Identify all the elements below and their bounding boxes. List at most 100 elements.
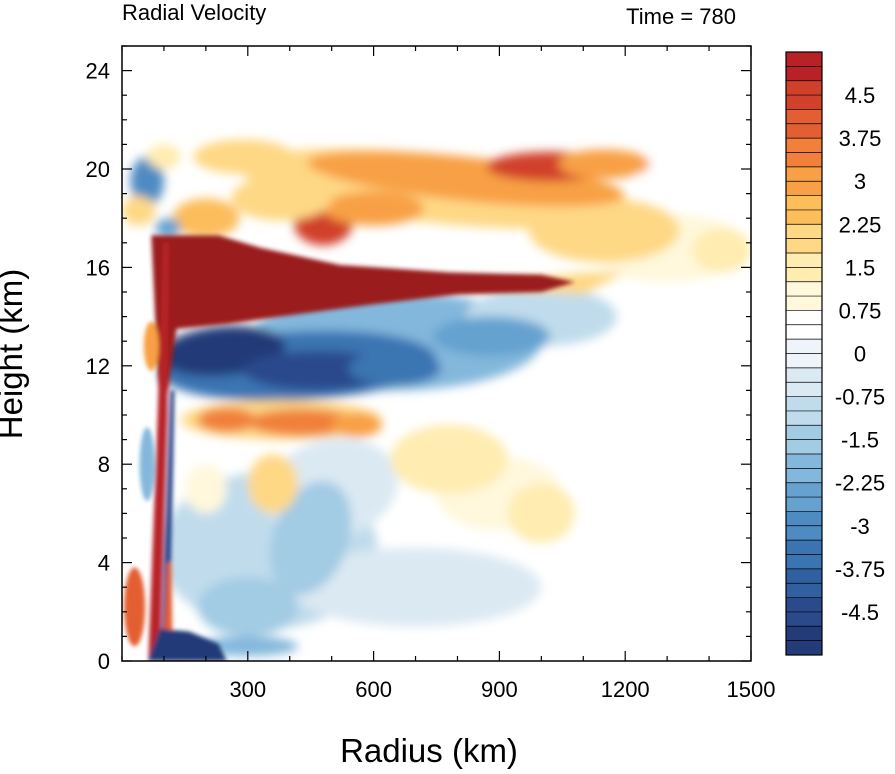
colorbar xyxy=(785,51,823,656)
velocity-blob-38 xyxy=(184,464,227,514)
velocity-blob-31 xyxy=(348,351,441,386)
y-tick-label: 4 xyxy=(98,551,110,576)
colorbar-band xyxy=(786,224,822,239)
colorbar-band xyxy=(786,95,822,110)
velocity-region-42 xyxy=(160,390,175,661)
colorbar-labels: 4.5 3.75 3 2.25 1.5 0.75 0 -0.75 -1.5 -2.25 -3 -3.7… xyxy=(835,83,885,625)
velocity-blob-32 xyxy=(432,316,550,356)
colorbar-band xyxy=(786,310,822,326)
velocity-blob-35 xyxy=(197,407,257,433)
colorbar-label: -1.5 xyxy=(841,428,879,453)
y-tick-label: 16 xyxy=(86,255,110,280)
velocity-region-47 xyxy=(147,629,227,661)
colorbar-band xyxy=(786,296,822,311)
colorbar-band xyxy=(786,324,822,340)
colorbar-label: 3.75 xyxy=(839,126,882,151)
colorbar-band xyxy=(786,396,822,412)
colorbar-band xyxy=(786,253,822,268)
colorbar-label: -2.25 xyxy=(835,471,885,496)
velocity-blob-34 xyxy=(247,408,357,436)
colorbar-band xyxy=(786,209,822,225)
velocity-blob-23 xyxy=(172,198,240,238)
colorbar-band xyxy=(786,583,822,598)
colorbar-label: -3.75 xyxy=(835,557,885,582)
colorbar-band xyxy=(786,195,822,211)
velocity-region-39 xyxy=(151,235,575,415)
colorbar-band xyxy=(786,80,822,96)
colorbar-band xyxy=(786,353,822,369)
colorbar-band xyxy=(786,382,822,397)
colorbar-band xyxy=(786,238,822,254)
velocity-blob-45 xyxy=(139,427,155,502)
y-tick-label: 12 xyxy=(86,354,110,379)
velocity-blob-5 xyxy=(390,424,508,494)
velocity-blob-20 xyxy=(323,191,424,226)
x-tick-label: 900 xyxy=(481,677,518,702)
colorbar-band xyxy=(786,439,822,455)
velocity-blob-22 xyxy=(231,176,332,221)
y-tick-label: 0 xyxy=(98,649,110,674)
velocity-region-41 xyxy=(148,242,169,661)
colorbar-band xyxy=(786,267,822,283)
velocity-blob-37 xyxy=(247,454,299,514)
colorbar-band xyxy=(786,339,822,354)
chart-time-label: Time = 780 xyxy=(626,4,736,29)
colorbar-band xyxy=(786,540,822,555)
velocity-blob-7 xyxy=(692,228,751,273)
x-tick-label: 1500 xyxy=(727,677,776,702)
colorbar-label: -3 xyxy=(850,514,870,539)
colorbar-band xyxy=(786,626,822,641)
x-axis-label: Radius (km) xyxy=(340,732,518,769)
velocity-blob-48 xyxy=(197,636,299,657)
y-tick-label: 20 xyxy=(86,157,110,182)
colorbar-band xyxy=(786,181,822,196)
colorbar-band xyxy=(786,482,822,498)
velocity-blob-27 xyxy=(147,144,181,169)
colorbar-band xyxy=(786,568,822,584)
colorbar-band xyxy=(786,497,822,512)
colorbar-frame xyxy=(785,51,823,656)
colorbar-band xyxy=(786,367,822,383)
chart-title: Radial Velocity xyxy=(122,0,266,25)
y-tick-label: 8 xyxy=(98,452,110,477)
velocity-blob-24 xyxy=(130,156,164,206)
y-axis-label: Height (km) xyxy=(0,269,29,440)
colorbar-band xyxy=(786,468,822,484)
colorbar-band xyxy=(786,152,822,168)
velocity-region-43 xyxy=(163,562,173,637)
colorbar-band xyxy=(786,597,822,613)
x-tick-label: 300 xyxy=(229,677,266,702)
colorbar-band xyxy=(786,166,822,182)
velocity-blob-14 xyxy=(269,481,352,595)
colorbar-band xyxy=(786,511,822,527)
colorbar-band xyxy=(786,410,822,426)
colorbar-band xyxy=(786,52,822,67)
velocity-blob-46 xyxy=(143,321,159,371)
velocity-blob-16 xyxy=(307,151,625,207)
colorbar-band xyxy=(786,454,822,469)
velocity-blob-21 xyxy=(193,139,294,174)
colorbar-band xyxy=(786,281,822,297)
y-tick-label: 24 xyxy=(86,59,110,84)
colorbar-label: 4.5 xyxy=(845,83,876,108)
colorbar-label: 0 xyxy=(854,342,866,367)
colorbar-band xyxy=(786,640,822,656)
velocity-blob-36 xyxy=(331,412,382,438)
velocity-blob-13 xyxy=(197,577,299,637)
colorbar-band xyxy=(786,138,822,153)
colorbar-band xyxy=(786,425,822,440)
x-tick-label: 1200 xyxy=(601,677,650,702)
colorbar-label: -4.5 xyxy=(841,600,879,625)
colorbar-band xyxy=(786,525,822,541)
velocity-field xyxy=(122,139,751,661)
axis-ticks xyxy=(121,45,752,662)
colorbar-label: 1.5 xyxy=(845,255,876,280)
colorbar-label: 3 xyxy=(854,169,866,194)
colorbar-band xyxy=(786,66,822,82)
velocity-blob-44 xyxy=(124,567,146,647)
velocity-blob-25 xyxy=(122,196,156,226)
axis-tick-labels: 300 600 900 1200 1500 0 4 8 12 16 20 24 xyxy=(86,59,776,702)
velocity-blob-4 xyxy=(507,483,575,543)
colorbar-label: 2.25 xyxy=(839,212,882,237)
